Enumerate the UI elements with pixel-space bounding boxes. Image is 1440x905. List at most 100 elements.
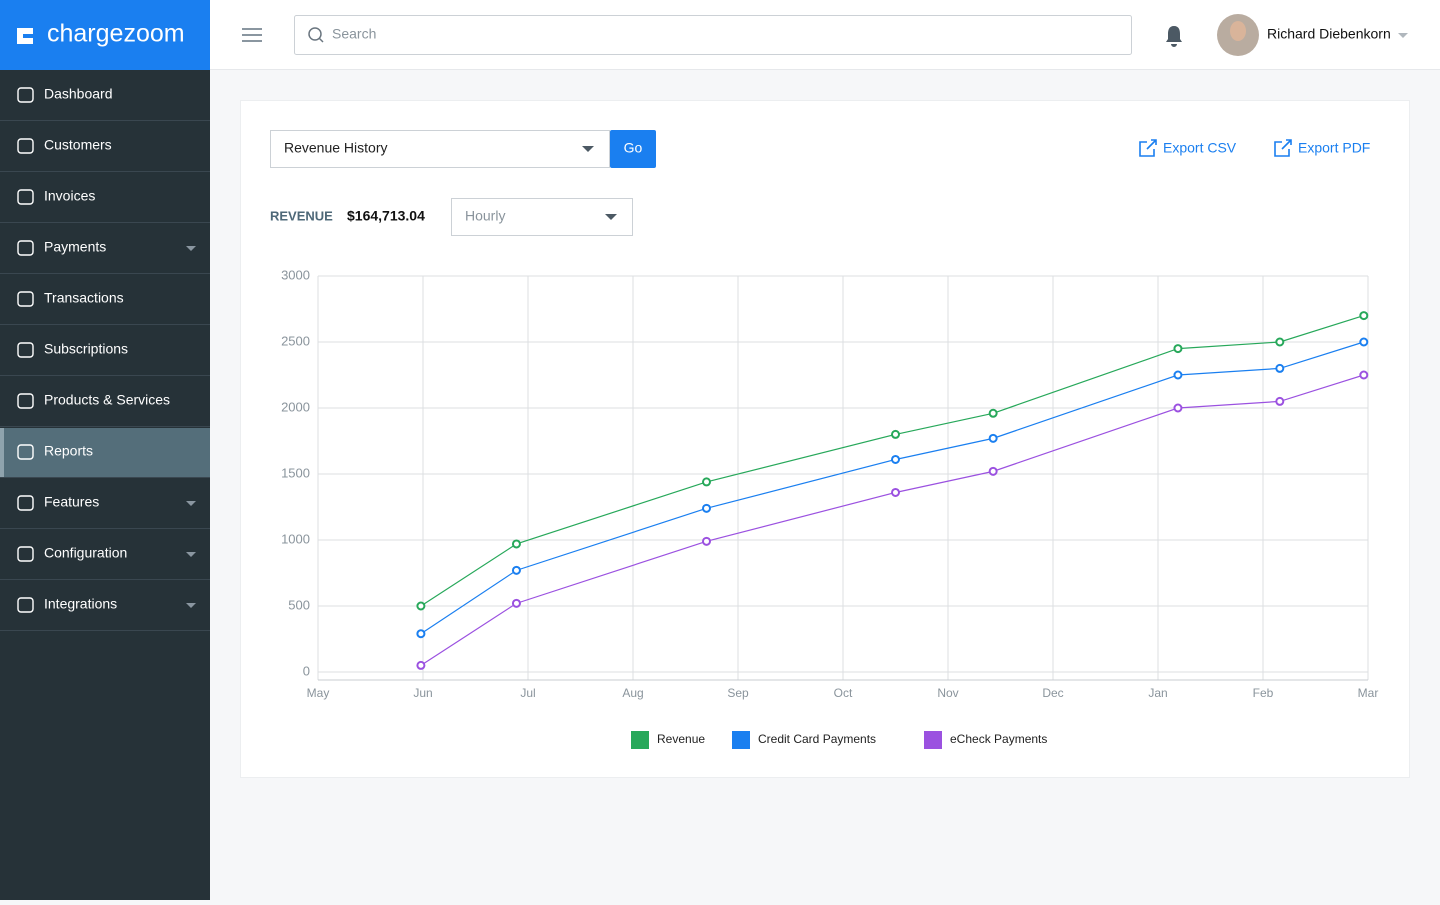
menu-icon: [17, 597, 34, 613]
revenue-value: $164,713.04: [347, 208, 425, 224]
menu-label: Configuration: [44, 545, 127, 561]
x-tick-label: Oct: [834, 686, 853, 700]
logo-area[interactable]: [0, 0, 210, 70]
x-tick-label: Feb: [1253, 686, 1274, 700]
data-point: [416, 660, 426, 670]
menu-icon: [17, 240, 34, 256]
search-icon: [308, 27, 322, 41]
x-tick-label: Sep: [727, 686, 749, 700]
y-tick-label: 0: [303, 663, 310, 678]
menu-icon: [17, 87, 34, 103]
search-icon: [318, 37, 324, 43]
legend-swatch[interactable]: [631, 731, 649, 749]
logo-text: chargezoom: [47, 20, 185, 48]
x-tick-label: Nov: [937, 686, 958, 700]
y-tick-label: 3000: [281, 267, 310, 282]
menu-icon: [17, 342, 34, 358]
y-tick-label: 1000: [281, 531, 310, 546]
data-point: [702, 477, 711, 487]
data-point: [1275, 363, 1285, 373]
y-tick-label: 2500: [281, 333, 310, 348]
menu-label: Invoices: [44, 188, 95, 204]
menu-icon: [17, 393, 34, 409]
data-point: [1359, 370, 1369, 380]
menu-icon: [17, 138, 34, 154]
data-point: [1173, 370, 1183, 380]
menu-icon: [17, 546, 34, 562]
data-point: [988, 408, 998, 418]
data-point: [1275, 337, 1285, 347]
data-point: [891, 487, 900, 497]
data-point: [511, 539, 521, 549]
hamburger[interactable]: [242, 28, 262, 42]
export-icon: [1274, 139, 1292, 157]
report-select[interactable]: [270, 130, 610, 168]
menu-caret: [186, 603, 196, 608]
data-point: [891, 454, 900, 464]
export-icon: [1139, 139, 1157, 157]
menu-label: Dashboard: [44, 86, 113, 102]
search-placeholder: Search: [332, 26, 376, 42]
export-csv[interactable]: Export CSV: [1163, 140, 1237, 156]
user-caret[interactable]: [1398, 33, 1408, 38]
data-point: [1275, 396, 1285, 406]
x-tick-label: Jul: [520, 686, 535, 700]
notification-bell[interactable]: [1166, 26, 1182, 47]
y-tick-label: 2000: [281, 399, 310, 414]
legend-swatch[interactable]: [732, 731, 750, 749]
menu-icon: [17, 291, 34, 307]
x-tick-label: May: [307, 686, 330, 700]
menu-item[interactable]: [0, 478, 210, 529]
go-button[interactable]: [610, 130, 656, 168]
data-point: [511, 565, 521, 575]
menu-label: Reports: [44, 443, 93, 459]
legend-label[interactable]: Credit Card Payments: [758, 732, 876, 746]
logo-icon: [17, 28, 33, 44]
menu-icon: [17, 444, 34, 460]
data-point: [416, 601, 426, 611]
data-point: [511, 598, 521, 608]
menu-label: Subscriptions: [44, 341, 128, 357]
data-point: [416, 629, 426, 639]
y-tick-label: 500: [288, 597, 310, 612]
menu-active-bg: [0, 428, 210, 478]
data-point: [702, 536, 711, 546]
report-select-text: Revenue History: [284, 140, 388, 156]
menu-active-bar: [0, 428, 4, 478]
chart: 0 500 1000 1500 2000 2500 3000 May Jun Jul Aug Sep O…: [281, 267, 1378, 749]
series-line: [420, 341, 1364, 635]
x-tick-label: Jun: [413, 686, 432, 700]
select-caret: [605, 214, 617, 220]
menu-label: Integrations: [44, 596, 117, 612]
data-point: [1173, 344, 1183, 354]
data-point: [988, 433, 998, 443]
search-box[interactable]: [294, 15, 1132, 55]
series-line: [420, 315, 1364, 607]
legend-label[interactable]: eCheck Payments: [950, 732, 1047, 746]
report-card: [240, 100, 1410, 778]
user-name[interactable]: Richard Diebenkorn: [1267, 26, 1391, 42]
menu-icon: [17, 495, 34, 511]
data-point: [891, 429, 900, 439]
legend-label[interactable]: Revenue: [657, 732, 705, 746]
menu-label: Payments: [44, 239, 106, 255]
x-tick-label: Dec: [1042, 686, 1063, 700]
menu-caret: [186, 552, 196, 557]
menu-label: Products & Services: [44, 392, 170, 408]
avatar-face: [1230, 21, 1246, 41]
interval-select[interactable]: [451, 198, 633, 236]
menu-caret: [186, 501, 196, 506]
menu-item[interactable]: [0, 172, 210, 223]
data-point: [1359, 337, 1369, 347]
select-caret: [582, 146, 594, 152]
y-tick-label: 1500: [281, 465, 310, 480]
menu-label: Features: [44, 494, 99, 510]
menu-item[interactable]: [0, 427, 210, 478]
export-pdf[interactable]: Export PDF: [1298, 140, 1370, 156]
menu-label: Customers: [44, 137, 112, 153]
data-point: [1173, 403, 1183, 413]
legend-swatch[interactable]: [924, 731, 942, 749]
x-tick-label: Jan: [1148, 686, 1167, 700]
